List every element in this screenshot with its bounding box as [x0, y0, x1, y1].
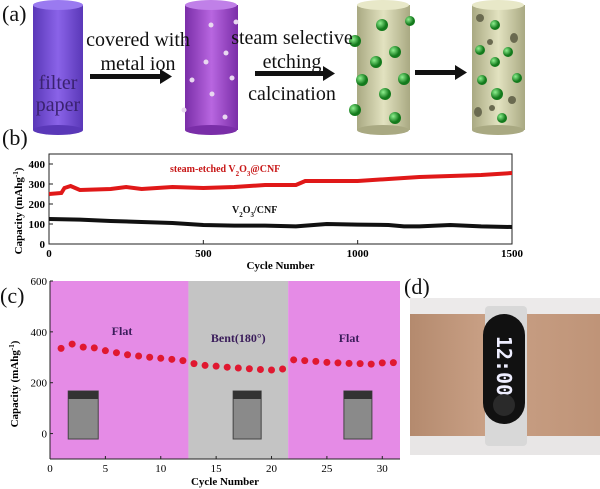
- data-point: [101, 347, 109, 355]
- x-tick-label: 15: [211, 463, 223, 475]
- sample-clamp-0: [68, 391, 99, 399]
- y-tick-label: 400: [29, 159, 46, 171]
- y-axis-label: Capacity (mAhg-1): [8, 340, 21, 427]
- y-axis-label: Capacity (mAhg-1): [12, 167, 25, 254]
- watch-body: 12:00: [483, 314, 525, 424]
- y-tick-label: 200: [29, 199, 46, 211]
- porous-cylinder: [472, 0, 525, 135]
- bending-chart: Flat Bent(180°) Flat 0 5 10 15 20 25 30 0 200 400 600…: [8, 276, 400, 488]
- data-point: [146, 353, 154, 361]
- data-point: [112, 349, 120, 357]
- x-axis-label: Cycle Number: [246, 260, 314, 272]
- filter-paper-label: filter paper: [35, 72, 81, 116]
- panel-label-c: (c): [0, 283, 25, 308]
- region-label-2: Flat: [339, 331, 360, 345]
- filter-paper-cylinder: [33, 0, 83, 135]
- x-tick-label: 25: [321, 463, 333, 475]
- step1-label: covered with metal ion: [86, 29, 190, 75]
- data-point: [190, 360, 198, 368]
- data-point: [179, 357, 187, 365]
- y-tick-label: 200: [31, 378, 48, 390]
- y-tick-label: 300: [29, 179, 46, 191]
- y-tick-label: 0: [42, 429, 48, 441]
- x-tick-label: 0: [46, 248, 52, 260]
- series-line-0: [48, 171, 513, 196]
- metal-ion-cylinder: [180, 0, 239, 135]
- step2-line1: steam selective: [231, 27, 353, 49]
- x-tick-label: 0: [47, 463, 53, 475]
- data-point: [312, 357, 320, 365]
- region-label-1: Bent(180°): [211, 331, 266, 345]
- data-point: [245, 365, 253, 373]
- data-point: [367, 360, 375, 368]
- y-tick-label: 400: [31, 327, 48, 339]
- data-point: [135, 352, 143, 360]
- sample-clamp-2: [343, 391, 372, 399]
- process-arrows: [90, 65, 467, 84]
- scheme-diagram: [33, 0, 525, 135]
- x-tick-label: 5: [103, 463, 109, 475]
- data-point: [290, 356, 298, 364]
- data-point: [279, 365, 287, 373]
- data-point: [334, 359, 342, 367]
- x-tick-label: 30: [377, 463, 389, 475]
- data-point: [356, 360, 364, 368]
- watch-button: [493, 394, 515, 416]
- x-tick-label: 1500: [501, 248, 524, 260]
- region-label-0: Flat: [112, 324, 133, 338]
- series-line-1: [48, 217, 513, 229]
- data-point: [268, 366, 276, 374]
- data-point: [323, 358, 331, 366]
- data-point: [79, 343, 87, 351]
- data-point: [234, 364, 242, 372]
- y-tick-label: 600: [31, 276, 48, 288]
- data-point: [68, 340, 76, 348]
- series-label: steam-etched V2O3@CNF: [170, 164, 280, 178]
- plot-frame: [48, 153, 513, 245]
- x-tick-label: 10: [155, 463, 167, 475]
- data-point: [212, 362, 220, 370]
- data-point: [345, 359, 353, 367]
- data-point: [256, 365, 264, 373]
- sample-clamp-1: [233, 391, 262, 399]
- data-point: [157, 354, 165, 362]
- step2-line2: etching: [262, 51, 322, 73]
- series-label: V2O3/CNF: [232, 205, 277, 219]
- step2-line3: calcination: [248, 83, 336, 105]
- panel-label-d: (d): [404, 274, 430, 299]
- x-tick-label: 500: [195, 248, 212, 260]
- x-tick-label: 1000: [347, 248, 370, 260]
- data-point: [223, 363, 231, 371]
- y-tick-label: 0: [40, 239, 46, 251]
- data-point: [124, 351, 132, 359]
- data-point: [201, 361, 209, 369]
- etched-cylinder-with-particles: [349, 0, 415, 135]
- cycling-chart: 0 500 1000 1500 0 100 200 300 400 steam-etched V2…: [12, 153, 524, 272]
- wearable-photo: 12:00: [410, 298, 600, 455]
- x-tick-label: 20: [266, 463, 278, 475]
- panel-label-a: (a): [2, 1, 27, 26]
- x-axis-label: Cycle Number: [191, 476, 259, 488]
- data-point: [389, 359, 397, 367]
- data-point: [378, 359, 386, 367]
- data-point: [301, 357, 309, 365]
- data-point: [90, 344, 98, 352]
- watch-display: 12:00: [492, 335, 516, 397]
- data-point: [57, 344, 65, 352]
- y-tick-label: 100: [29, 219, 46, 231]
- panel-label-b: (b): [2, 125, 28, 150]
- data-point: [168, 355, 176, 363]
